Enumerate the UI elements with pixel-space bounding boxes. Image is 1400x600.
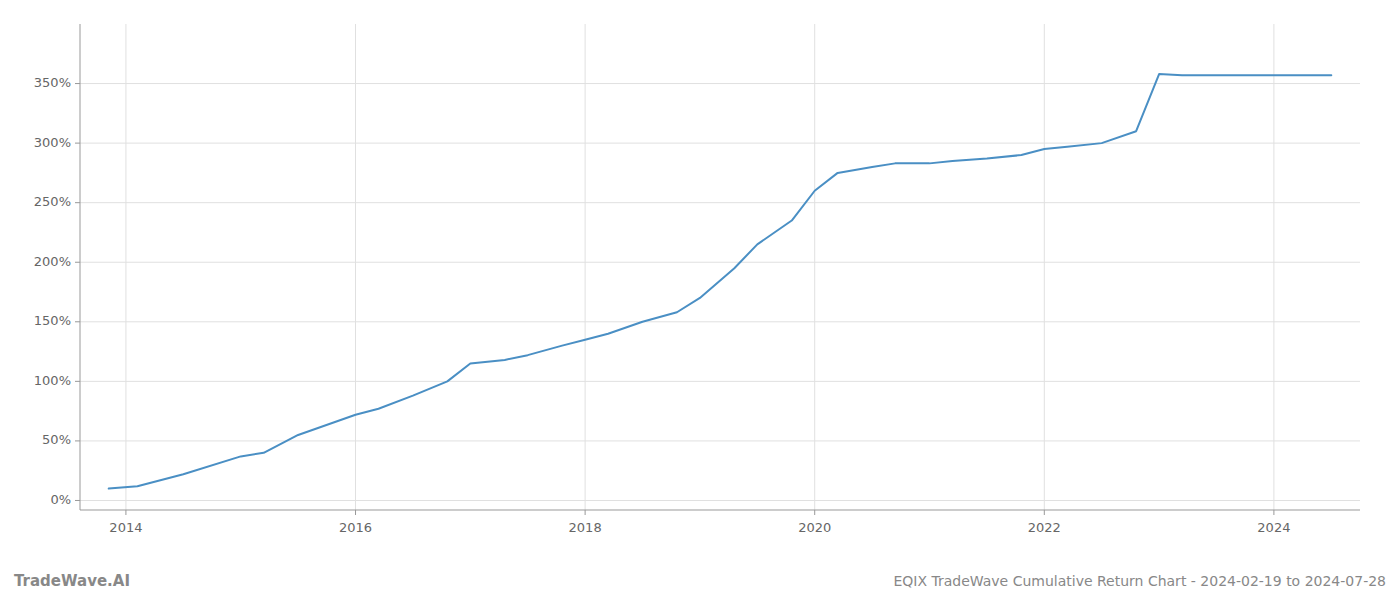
tick-mark-x: [125, 510, 126, 515]
grid-line-x: [1044, 24, 1045, 510]
grid-line-y: [80, 262, 1360, 263]
tick-label-y: 50%: [42, 432, 71, 447]
tick-mark-y: [75, 83, 80, 84]
tick-mark-y: [75, 381, 80, 382]
grid-line-x: [814, 24, 815, 510]
tick-mark-y: [75, 202, 80, 203]
tick-label-x: 2016: [339, 520, 372, 535]
tick-label-y: 150%: [34, 313, 71, 328]
grid-line-x: [125, 24, 126, 510]
tick-label-x: 2024: [1257, 520, 1290, 535]
tick-label-x: 2020: [798, 520, 831, 535]
tick-label-y: 100%: [34, 373, 71, 388]
grid-line-y: [80, 143, 1360, 144]
axes: 0% 50% 100% 150% 200% 250% 300% 350% 2014 2016 201…: [34, 24, 1360, 535]
tick-label-x: 2022: [1028, 520, 1061, 535]
tick-label-y: 0%: [50, 492, 71, 507]
series: [109, 74, 1332, 489]
tick-label-y: 250%: [34, 194, 71, 209]
tick-mark-y: [75, 440, 80, 441]
grid-line-y: [80, 202, 1360, 203]
grid-line-y: [80, 500, 1360, 501]
tick-mark-x: [585, 510, 586, 515]
grid-line-y: [80, 440, 1360, 441]
tick-label-y: 200%: [34, 254, 71, 269]
axis-line-y: [80, 24, 81, 510]
tick-label-x: 2014: [109, 520, 142, 535]
axis-line-x: [80, 510, 1360, 511]
grid-line-x: [1273, 24, 1274, 510]
tick-mark-x: [1273, 510, 1274, 515]
title: EQIX TradeWave Cumulative Return Chart -…: [893, 573, 1386, 589]
tick-mark-x: [355, 510, 356, 515]
tick-mark-x: [814, 510, 815, 515]
tick-mark-y: [75, 143, 80, 144]
tick-label-y: 300%: [34, 135, 71, 150]
tick-label-y: 350%: [34, 75, 71, 90]
tick-mark-y: [75, 321, 80, 322]
tick-label-x: 2018: [569, 520, 602, 535]
line: [109, 74, 1332, 489]
grid: [80, 24, 1360, 510]
watermark: TradeWave.AI: [14, 572, 130, 590]
tick-mark-y: [75, 262, 80, 263]
tick-mark-x: [1044, 510, 1045, 515]
tick-mark-y: [75, 500, 80, 501]
grid-line-y: [80, 321, 1360, 322]
grid-line-x: [585, 24, 586, 510]
grid-line-y: [80, 381, 1360, 382]
chart: 0% 50% 100% 150% 200% 250% 300% 350% 2014 2016 201…: [0, 0, 1400, 600]
grid-line-y: [80, 83, 1360, 84]
grid-line-x: [355, 24, 356, 510]
